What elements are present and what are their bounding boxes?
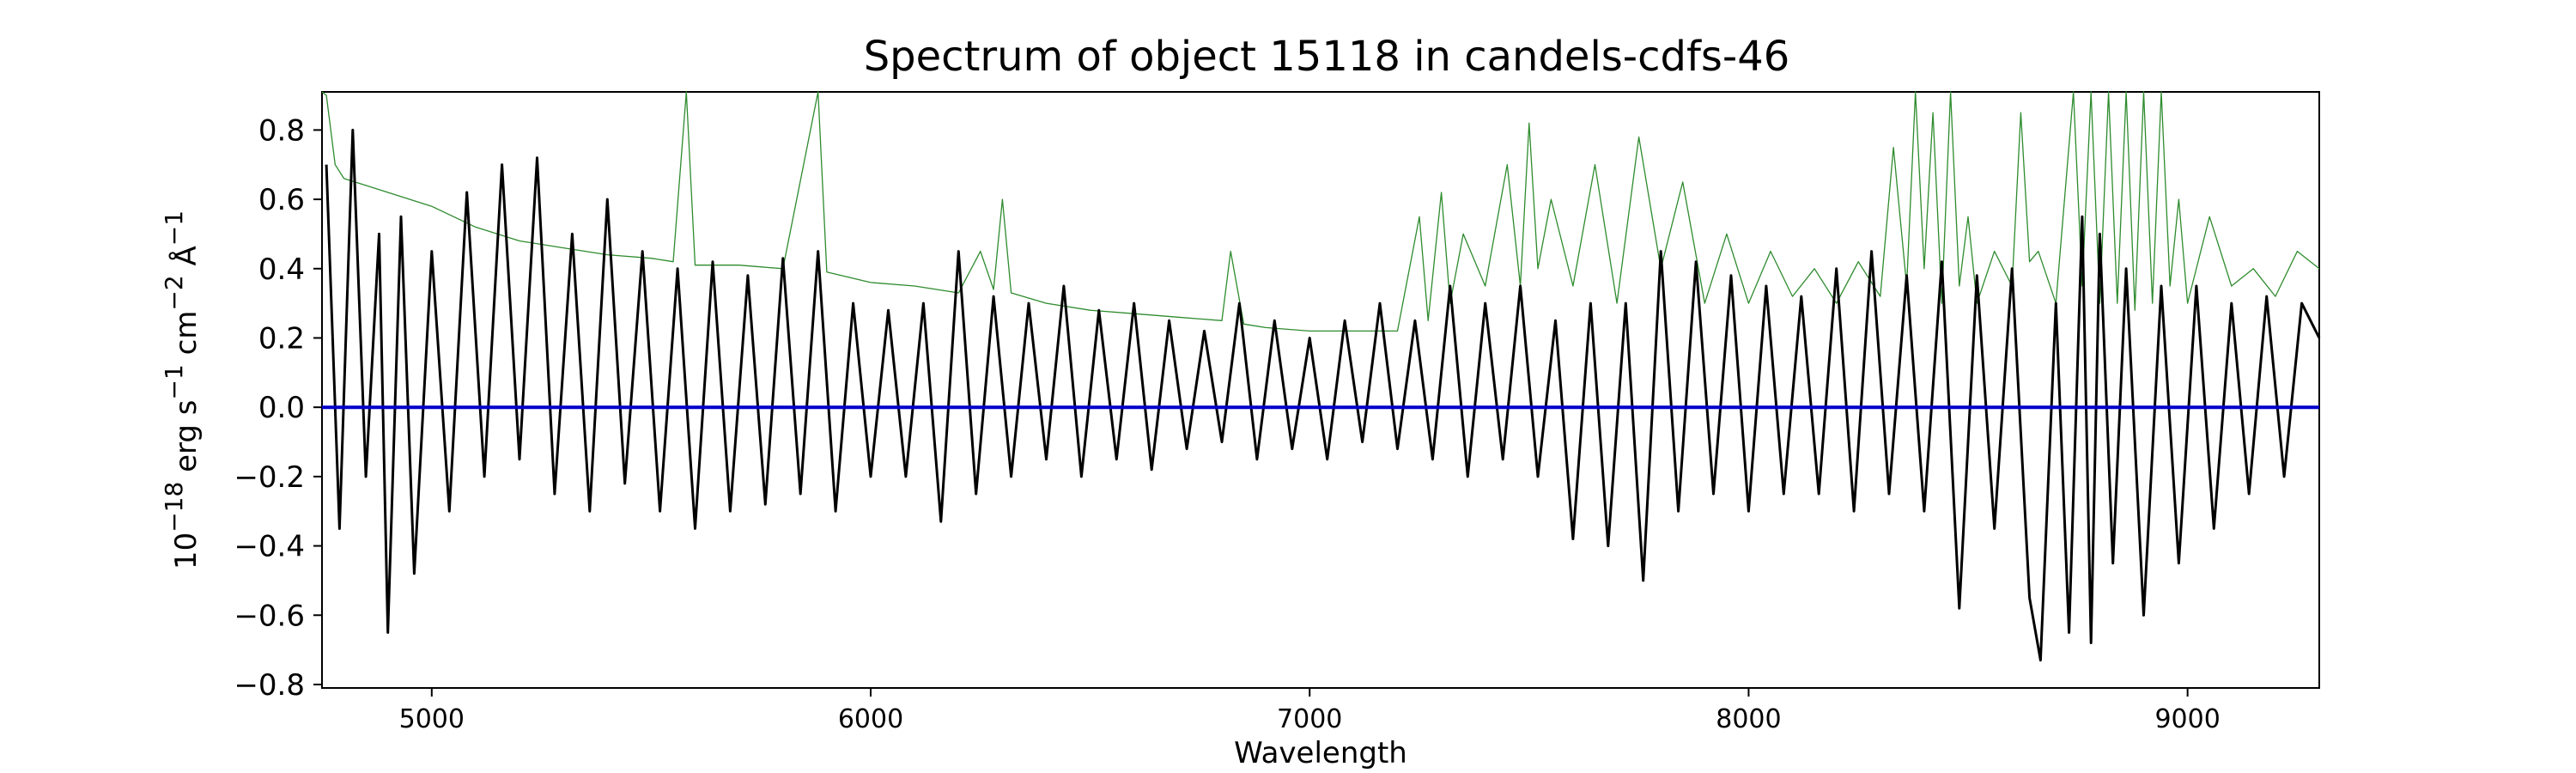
- x-axis-ticks: 5000 6000 7000 8000 9000: [399, 688, 2221, 734]
- x-tick-label: 5000: [399, 704, 465, 734]
- y-tick-label: −0.4: [234, 530, 305, 564]
- series-layer: [321, 91, 2321, 662]
- y-label-unit-angstrom: Å: [168, 246, 204, 275]
- y-label-exp-1: −18: [160, 482, 188, 533]
- y-tick-label: −0.8: [234, 668, 305, 703]
- y-label-unit-cm: cm: [169, 311, 204, 365]
- y-tick-label: 0.6: [258, 183, 305, 217]
- series-line-error: [321, 91, 2320, 332]
- chart-title: Spectrum of object 15118 in candels-cdfs…: [864, 33, 1790, 81]
- y-tick-label: 0.2: [258, 321, 305, 356]
- y-label-exp-4: −1: [160, 210, 188, 246]
- y-axis-ticks: −0.8 −0.6 −0.4 −0.2 0.0 0.2 0.4 0.6 0.8: [234, 113, 322, 703]
- y-label-exp-3: −2: [160, 275, 188, 310]
- series-line-flux: [325, 128, 2321, 662]
- y-label-exp-2: −1: [160, 364, 188, 399]
- x-tick-label: 6000: [838, 704, 903, 734]
- x-tick-label: 9000: [2154, 704, 2220, 734]
- y-tick-label: −0.2: [234, 460, 305, 495]
- y-label-base: 10: [169, 533, 204, 569]
- y-tick-label: −0.6: [234, 599, 305, 633]
- y-tick-label: 0.0: [258, 391, 305, 425]
- x-tick-label: 8000: [1716, 704, 1781, 734]
- plot-frame: [321, 91, 2320, 689]
- y-label-unit-erg: erg s: [169, 399, 204, 481]
- y-tick-label: 0.4: [258, 253, 305, 287]
- y-tick-label: 0.8: [258, 113, 305, 148]
- x-tick-label: 7000: [1277, 704, 1342, 734]
- x-axis-label: Wavelength: [1234, 736, 1407, 770]
- y-axis-label: 10−18 erg s−1 cm−2 Å−1: [160, 210, 204, 569]
